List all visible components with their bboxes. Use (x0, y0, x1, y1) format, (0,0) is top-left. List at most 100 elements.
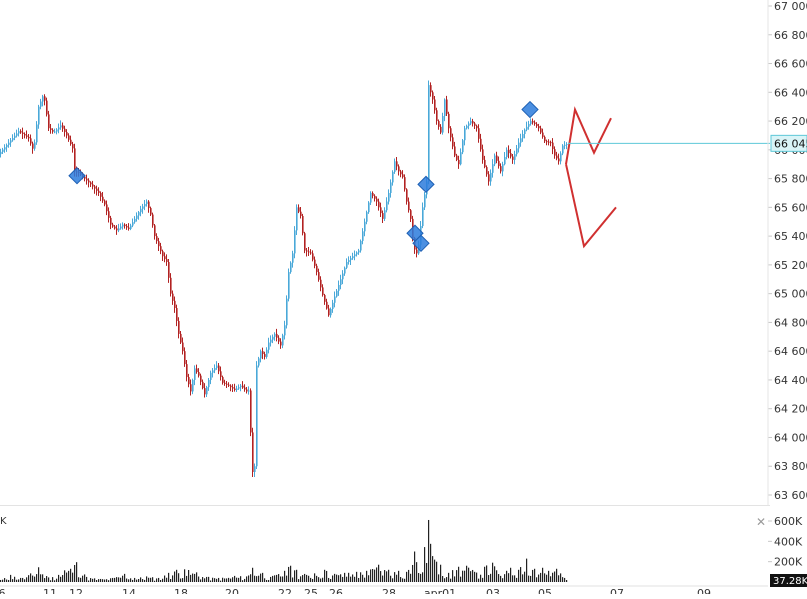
volume-bar (194, 573, 196, 582)
volume-bar (12, 579, 14, 582)
candle (132, 218, 134, 228)
candle (536, 122, 538, 128)
candle (146, 199, 148, 207)
candle-body (544, 136, 546, 142)
candle (34, 139, 36, 151)
volume-bar (200, 579, 202, 582)
volume-bar (318, 577, 320, 582)
candle (324, 293, 326, 305)
candle (468, 121, 470, 130)
candle (404, 174, 406, 192)
candle (90, 181, 92, 187)
candle (22, 127, 24, 140)
volume-bar (412, 564, 414, 582)
volume-bar (354, 576, 356, 582)
volume-bar (34, 576, 36, 582)
candle (182, 337, 184, 355)
candle (472, 118, 474, 127)
candle-body (474, 123, 476, 126)
volume-bar (458, 566, 460, 582)
volume-bar (162, 578, 164, 582)
candle (216, 361, 218, 370)
volume-bar (486, 565, 488, 582)
volume-bar (196, 572, 198, 582)
candle-body (10, 140, 12, 143)
candle-body (312, 253, 314, 260)
volume-bar (530, 575, 532, 582)
volume-bar (28, 575, 30, 582)
candle (296, 204, 298, 235)
candle (222, 375, 224, 385)
candle-body (328, 308, 330, 316)
candle (44, 94, 46, 106)
volume-bar (560, 573, 562, 582)
candle (450, 126, 452, 142)
volume-bar (332, 575, 334, 582)
volume-bar (72, 572, 74, 582)
candle-body (564, 144, 566, 146)
candle (446, 95, 448, 117)
volume-bar (30, 573, 32, 582)
candle-body (70, 139, 72, 145)
candle (546, 139, 548, 146)
diamond-marker (68, 167, 86, 185)
price-tick-label: 63 800 (774, 460, 807, 473)
candle (156, 233, 158, 244)
candle-body (318, 272, 320, 280)
volume-bar (482, 577, 484, 582)
candle (278, 335, 280, 345)
candle (184, 347, 186, 367)
volume-bar (378, 564, 380, 582)
candle-body (528, 123, 530, 127)
volume-bar (470, 571, 472, 582)
candle-body (264, 354, 266, 357)
candle (158, 237, 160, 251)
candle-body (272, 336, 274, 340)
volume-bar (380, 571, 382, 582)
volume-bar (104, 579, 106, 582)
candle (382, 210, 384, 223)
candle-body (386, 201, 388, 211)
candle (270, 335, 272, 347)
candle (6, 143, 8, 152)
volume-bar (82, 575, 84, 582)
diamond-marker (412, 234, 430, 253)
candle-body (136, 215, 138, 219)
candle (208, 378, 210, 391)
candle (444, 98, 446, 122)
candle-body (292, 253, 294, 263)
time-tick-label: 26 (329, 587, 343, 594)
candle-body (488, 174, 490, 182)
candle-body (440, 126, 442, 133)
time-tick-label: 09 (697, 587, 711, 594)
volume-bar (136, 579, 138, 582)
candle-body (324, 295, 326, 302)
volume-bar (294, 570, 296, 582)
candle-body (452, 137, 454, 147)
volume-bar (398, 570, 400, 582)
volume-bar (308, 575, 310, 582)
volume-bar (126, 578, 128, 582)
candle (210, 370, 212, 385)
volume-bar (370, 569, 372, 582)
candle-body (114, 226, 116, 229)
diamond-marker (521, 100, 539, 119)
candle (346, 258, 348, 270)
candle-body (446, 99, 448, 114)
candle-body (162, 251, 164, 257)
volume-bar (232, 577, 234, 582)
candle-body (84, 176, 86, 179)
candle-body (44, 96, 46, 101)
volume-bar (544, 573, 546, 582)
volume-bar (278, 574, 280, 582)
candle (8, 139, 10, 148)
candle-body (124, 224, 126, 227)
candle-body (560, 153, 562, 162)
candle-body (330, 308, 332, 316)
candle (562, 144, 564, 156)
candle (552, 138, 554, 155)
time-tick-label: apr01 (424, 587, 456, 594)
close-pane-icon[interactable]: ✕ (756, 515, 766, 529)
